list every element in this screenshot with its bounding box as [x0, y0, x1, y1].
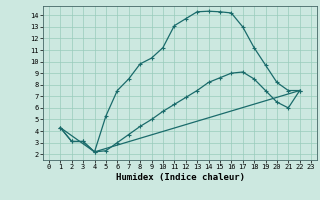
X-axis label: Humidex (Indice chaleur): Humidex (Indice chaleur): [116, 173, 244, 182]
